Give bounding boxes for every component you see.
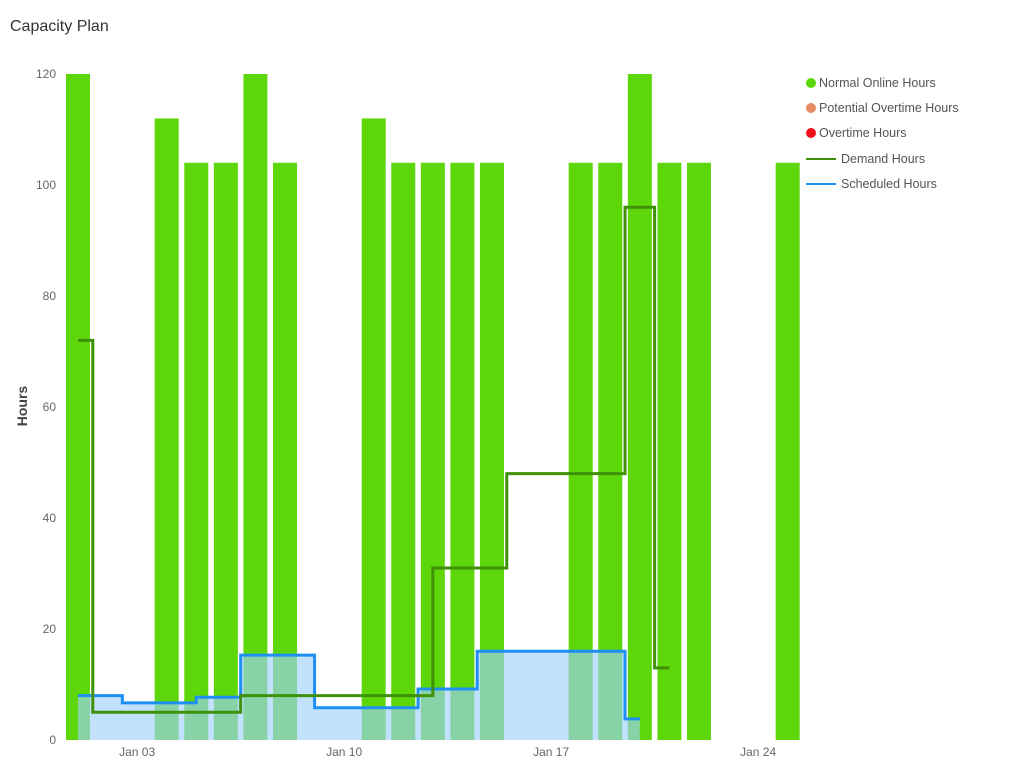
y-tick-label: 60 [43, 400, 57, 414]
y-tick-label: 100 [36, 178, 56, 192]
bar[interactable] [450, 162, 475, 741]
legend-label: Potential Overtime Hours [819, 100, 959, 115]
normal-online-hours-bars [66, 74, 800, 741]
bar[interactable] [775, 162, 800, 741]
bar[interactable] [184, 162, 209, 741]
y-tick-label: 120 [36, 67, 56, 81]
bar[interactable] [272, 162, 297, 741]
bar[interactable] [243, 74, 268, 740]
x-tick-label: Jan 17 [533, 745, 569, 759]
chart-title: Capacity Plan [10, 18, 109, 35]
y-tick-label: 80 [43, 289, 57, 303]
blue-line-icon [806, 182, 836, 185]
legend-label: Scheduled Hours [841, 176, 937, 191]
legend: Normal Online Hours Potential Overtime H… [806, 70, 959, 196]
bar[interactable] [361, 118, 386, 740]
x-axis: Jan 03 Jan 10 Jan 17 Jan 24 [119, 745, 776, 759]
x-tick-label: Jan 10 [326, 745, 362, 759]
bar[interactable] [391, 162, 416, 741]
demand-line[interactable] [78, 205, 670, 714]
legend-item-potential-overtime-hours[interactable]: Potential Overtime Hours [806, 95, 959, 120]
legend-label: Normal Online Hours [819, 75, 936, 90]
bar[interactable] [657, 162, 682, 741]
x-tick-label: Jan 03 [119, 745, 155, 759]
scheduled-hours-area [78, 649, 640, 740]
legend-label: Overtime Hours [819, 126, 907, 141]
red-dot-icon [806, 128, 816, 139]
y-tick-label: 20 [43, 622, 57, 636]
y-tick-label: 0 [49, 733, 56, 747]
bar[interactable] [213, 162, 238, 741]
scheduled-line[interactable] [78, 649, 640, 721]
legend-item-normal-online-hours[interactable]: Normal Online Hours [806, 70, 959, 95]
y-tick-label: 40 [43, 511, 57, 525]
demand-hours-line [78, 205, 670, 714]
bar[interactable] [627, 74, 652, 740]
scheduled-area [78, 651, 640, 740]
orange-dot-icon [806, 102, 816, 113]
green-line-icon [806, 157, 836, 160]
bar[interactable] [686, 162, 711, 741]
green-dot-icon [806, 77, 816, 88]
legend-item-scheduled-hours[interactable]: Scheduled Hours [806, 171, 959, 196]
y-axis: 0 20 40 60 80 100 120 [36, 67, 56, 747]
legend-label: Demand Hours [841, 151, 926, 166]
bar[interactable] [66, 74, 90, 740]
x-tick-label: Jan 24 [740, 745, 776, 759]
legend-item-demand-hours[interactable]: Demand Hours [806, 146, 959, 171]
bar[interactable] [598, 162, 623, 741]
legend-item-overtime-hours[interactable]: Overtime Hours [806, 121, 959, 146]
bar[interactable] [154, 118, 179, 740]
bar[interactable] [479, 162, 504, 741]
bar[interactable] [568, 162, 593, 741]
